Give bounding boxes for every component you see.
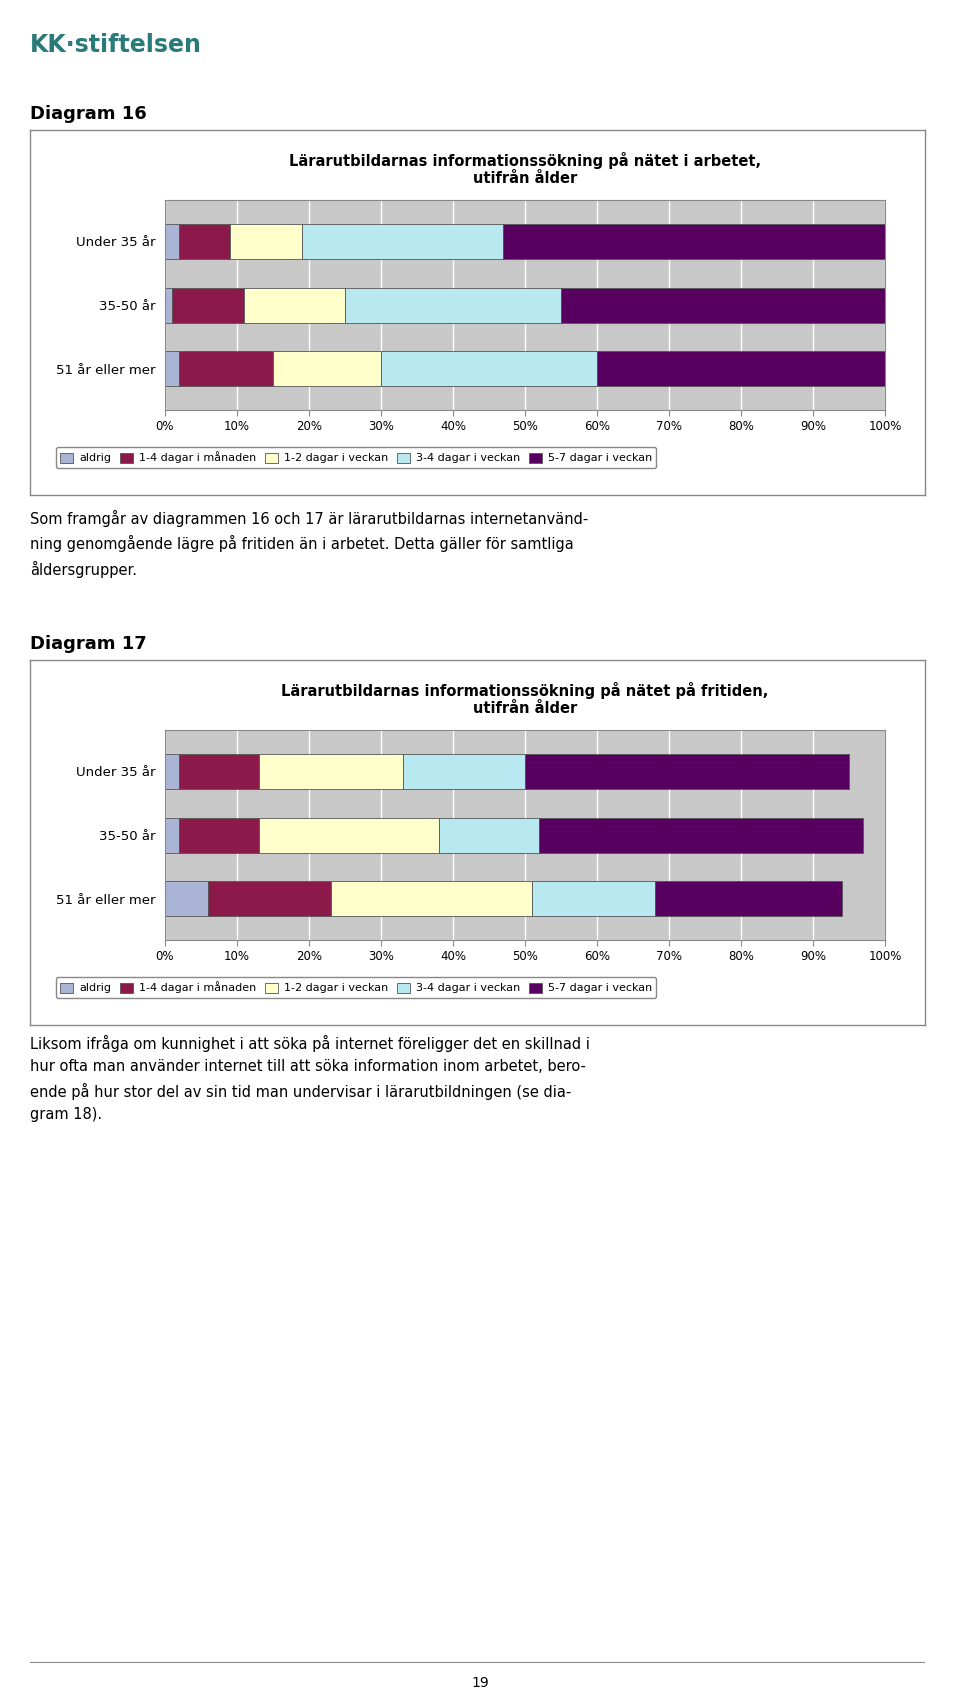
Bar [165, 224, 180, 259]
Bar [540, 818, 863, 852]
Bar [330, 881, 532, 917]
Bar [532, 881, 655, 917]
Bar [165, 754, 180, 789]
Text: Som framgår av diagrammen 16 och 17 är lärarutbildarnas internetanvänd-
ning gen: Som framgår av diagrammen 16 och 17 är l… [30, 510, 588, 579]
Bar [165, 818, 180, 852]
Title: Lärarutbildarnas informationssökning på nätet på fritiden,
utifrån ålder: Lärarutbildarnas informationssökning på … [281, 681, 769, 717]
Bar [244, 287, 345, 323]
Bar [301, 224, 503, 259]
Bar [165, 352, 180, 386]
Title: Lärarutbildarnas informationssökning på nätet i arbetet,
utifrån ålder: Lärarutbildarnas informationssökning på … [289, 152, 761, 186]
Bar [381, 352, 597, 386]
Bar [525, 754, 849, 789]
Bar [258, 818, 439, 852]
Bar [439, 818, 540, 852]
Legend: aldrig, 1-4 dagar i månaden, 1-2 dagar i veckan, 3-4 dagar i veckan, 5-7 dagar i: aldrig, 1-4 dagar i månaden, 1-2 dagar i… [56, 447, 657, 468]
Bar [258, 754, 402, 789]
Bar [180, 754, 258, 789]
Bar [655, 881, 842, 917]
Text: Liksom ifråga om kunnighet i att söka på internet föreligger det en skillnad i
h: Liksom ifråga om kunnighet i att söka på… [30, 1034, 589, 1121]
Text: Diagram 16: Diagram 16 [30, 106, 147, 123]
Bar [561, 287, 885, 323]
Bar [172, 287, 244, 323]
Bar [180, 818, 258, 852]
Text: Diagram 17: Diagram 17 [30, 635, 147, 654]
Bar [597, 352, 885, 386]
Bar [273, 352, 381, 386]
Bar [165, 287, 172, 323]
Bar [208, 881, 330, 917]
Bar [229, 224, 301, 259]
Bar [180, 224, 229, 259]
Bar [345, 287, 561, 323]
Bar [402, 754, 525, 789]
Legend: aldrig, 1-4 dagar i månaden, 1-2 dagar i veckan, 3-4 dagar i veckan, 5-7 dagar i: aldrig, 1-4 dagar i månaden, 1-2 dagar i… [56, 976, 657, 999]
Bar [503, 224, 885, 259]
Bar [165, 881, 208, 917]
Bar [180, 352, 273, 386]
Text: KK·stiftelsen: KK·stiftelsen [30, 34, 202, 58]
Text: 19: 19 [471, 1676, 489, 1690]
